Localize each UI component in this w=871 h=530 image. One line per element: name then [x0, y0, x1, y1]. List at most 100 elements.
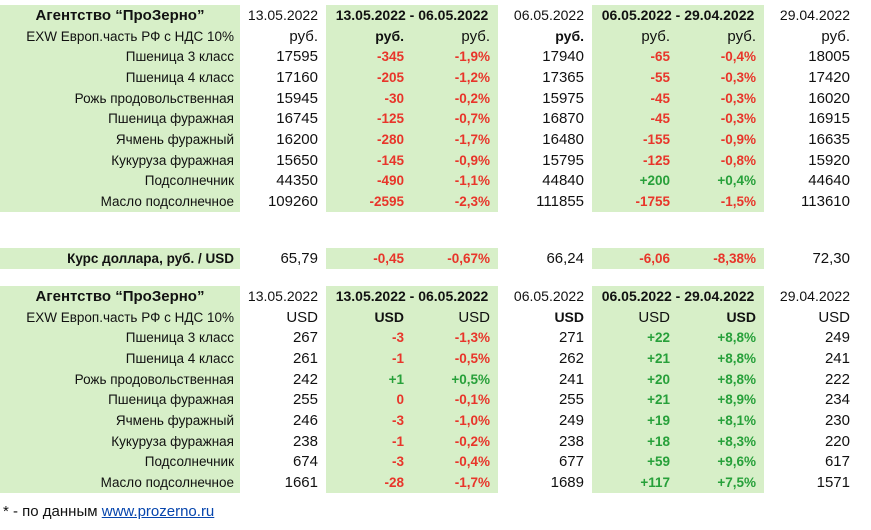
date-earlier: 29.04.2022 [779, 288, 850, 305]
table-row: Кукуруза фуражная 15650 -145 -0,9% 15795 -125… [0, 149, 858, 171]
change-abs-week2: -65 [592, 46, 678, 68]
unit-cell: USD [678, 306, 764, 328]
table-row: Подсолнечник 44350 -490 -1,1% 44840 +200 +0,4%… [0, 170, 858, 192]
unit-cell: руб. [412, 25, 498, 47]
range-week2: 06.05.2022 - 29.04.2022 [592, 286, 764, 307]
table-row: Подсолнечник 674 -3 -0,4% 677 +59 +9,6% 617 [0, 451, 858, 473]
change-pct-week2: +8,3% [678, 430, 764, 452]
source-footnote: * - по данным www.prozerno.ru [3, 503, 214, 520]
change-abs-week1: -3 [326, 451, 412, 473]
change-pct-week1: -1,3% [412, 327, 498, 349]
rub-price-table: Агентство “ПроЗерно” 13.05.2022 13.05.20… [0, 5, 858, 212]
price-current: 16200 [276, 130, 318, 148]
change-abs-week2: -45 [592, 108, 678, 130]
change-abs-week1: +1 [326, 368, 412, 390]
change-abs-week1: -3 [326, 327, 412, 349]
price-earlier: 15920 [808, 151, 850, 169]
commodity-name: Масло подсолнечное [0, 191, 240, 212]
rate-change-abs-2: -6,06 [592, 248, 678, 269]
rate-change-pct-2: -8,38% [678, 248, 764, 269]
table-row: Ячмень фуражный 246 -3 -1,0% 249 +19 +8,1% 230 [0, 410, 858, 431]
unit-cell: руб. [289, 27, 318, 45]
commodity-name: Кукуруза фуражная [0, 149, 240, 171]
commodity-name: Ячмень фуражный [0, 410, 240, 431]
table-row: Пшеница 3 класс 267 -3 -1,3% 271 +22 +8,8% 249 [0, 327, 858, 349]
change-abs-week1: -2595 [326, 191, 412, 212]
commodity-name: Пшеница 4 класс [0, 348, 240, 369]
price-earlier: 44640 [808, 172, 850, 190]
change-abs-week2: +22 [592, 327, 678, 349]
table-row: Пшеница фуражная 16745 -125 -0,7% 16870 -45 -0… [0, 108, 858, 130]
change-pct-week1: -0,2% [412, 430, 498, 452]
change-pct-week1: -1,2% [412, 67, 498, 88]
agency-title: Агентство “ПроЗерно” [0, 286, 240, 307]
usd-unit-row: EXW Европ.часть РФ с НДС 10% USD USD USD… [0, 306, 858, 328]
date-current: 13.05.2022 [247, 7, 318, 24]
change-pct-week2: +0,4% [678, 170, 764, 192]
change-pct-week2: +8,8% [678, 327, 764, 349]
price-current: 17595 [276, 48, 318, 66]
commodity-name: Пшеница фуражная [0, 389, 240, 411]
change-pct-week1: -0,7% [412, 108, 498, 130]
source-link[interactable]: www.prozerno.ru [101, 503, 215, 520]
rate-previous: 66,24 [546, 249, 584, 267]
price-current: 255 [292, 391, 318, 409]
price-earlier: 222 [824, 370, 850, 388]
unit-cell: USD [554, 309, 584, 326]
rub-header-row: Агентство “ПроЗерно” 13.05.2022 13.05.20… [0, 5, 858, 26]
price-current: 15945 [276, 89, 318, 107]
change-pct-week2: -0,3% [678, 87, 764, 109]
change-abs-week1: -1 [326, 348, 412, 369]
price-earlier: 16915 [808, 110, 850, 128]
rate-change-abs: -0,45 [326, 248, 412, 269]
change-abs-week2: -45 [592, 87, 678, 109]
change-pct-week1: -1,9% [412, 46, 498, 68]
price-previous: 262 [558, 349, 584, 367]
exchange-rate-table: Курс доллара, руб. / USD 65,79 -0,45 -0,… [0, 248, 858, 269]
range-week1: 13.05.2022 - 06.05.2022 [326, 286, 498, 307]
commodity-name: Ячмень фуражный [0, 129, 240, 150]
change-abs-week1: -205 [326, 67, 412, 88]
basis-label: EXW Европ.часть РФ с НДС 10% [0, 25, 240, 47]
price-previous: 271 [558, 329, 584, 347]
change-abs-week2: -125 [592, 149, 678, 171]
change-abs-week2: +21 [592, 348, 678, 369]
table-row: Масло подсолнечное 109260 -2595 -2,3% 111855… [0, 191, 858, 212]
change-abs-week2: +21 [592, 389, 678, 411]
price-previous: 15975 [542, 89, 584, 107]
table-row: Масло подсолнечное 1661 -28 -1,7% 1689 +117 +7… [0, 472, 858, 493]
change-abs-week1: -490 [326, 170, 412, 192]
commodity-name: Рожь продовольственная [0, 87, 240, 109]
change-abs-week2: +117 [592, 472, 678, 493]
change-abs-week1: -345 [326, 46, 412, 68]
table-row: Пшеница 3 класс 17595 -345 -1,9% 17940 -65 -0,… [0, 46, 858, 68]
commodity-name: Масло подсолнечное [0, 472, 240, 493]
table-row: Кукуруза фуражная 238 -1 -0,2% 238 +18 +8,3% 22… [0, 430, 858, 452]
commodity-name: Пшеница фуражная [0, 108, 240, 130]
change-pct-week2: +8,9% [678, 389, 764, 411]
change-pct-week1: -0,4% [412, 451, 498, 473]
rub-unit-row: EXW Европ.часть РФ с НДС 10% руб. руб. р… [0, 25, 858, 47]
price-current: 242 [292, 370, 318, 388]
change-abs-week1: -145 [326, 149, 412, 171]
price-earlier: 113610 [801, 193, 850, 211]
change-pct-week2: +9,6% [678, 451, 764, 473]
price-earlier: 18005 [808, 48, 850, 66]
usd-header-row: Агентство “ПроЗерно” 13.05.2022 13.05.20… [0, 286, 858, 307]
change-pct-week1: -2,3% [412, 191, 498, 212]
commodity-name: Кукуруза фуражная [0, 430, 240, 452]
change-abs-week1: -30 [326, 87, 412, 109]
usd-table-body: Агентство “ПроЗерно” 13.05.2022 13.05.20… [0, 286, 858, 493]
commodity-name: Рожь продовольственная [0, 368, 240, 390]
change-pct-week2: -0,9% [678, 129, 764, 150]
price-previous: 15795 [542, 151, 584, 169]
price-current: 17160 [276, 68, 318, 86]
price-earlier: 16020 [808, 89, 850, 107]
change-pct-week2: -0,3% [678, 108, 764, 130]
price-earlier: 220 [824, 432, 850, 450]
agency-title: Агентство “ПроЗерно” [0, 5, 240, 26]
change-pct-week1: -1,1% [412, 170, 498, 192]
price-earlier: 17420 [808, 68, 850, 86]
price-current: 267 [292, 329, 318, 347]
price-earlier: 234 [824, 391, 850, 409]
